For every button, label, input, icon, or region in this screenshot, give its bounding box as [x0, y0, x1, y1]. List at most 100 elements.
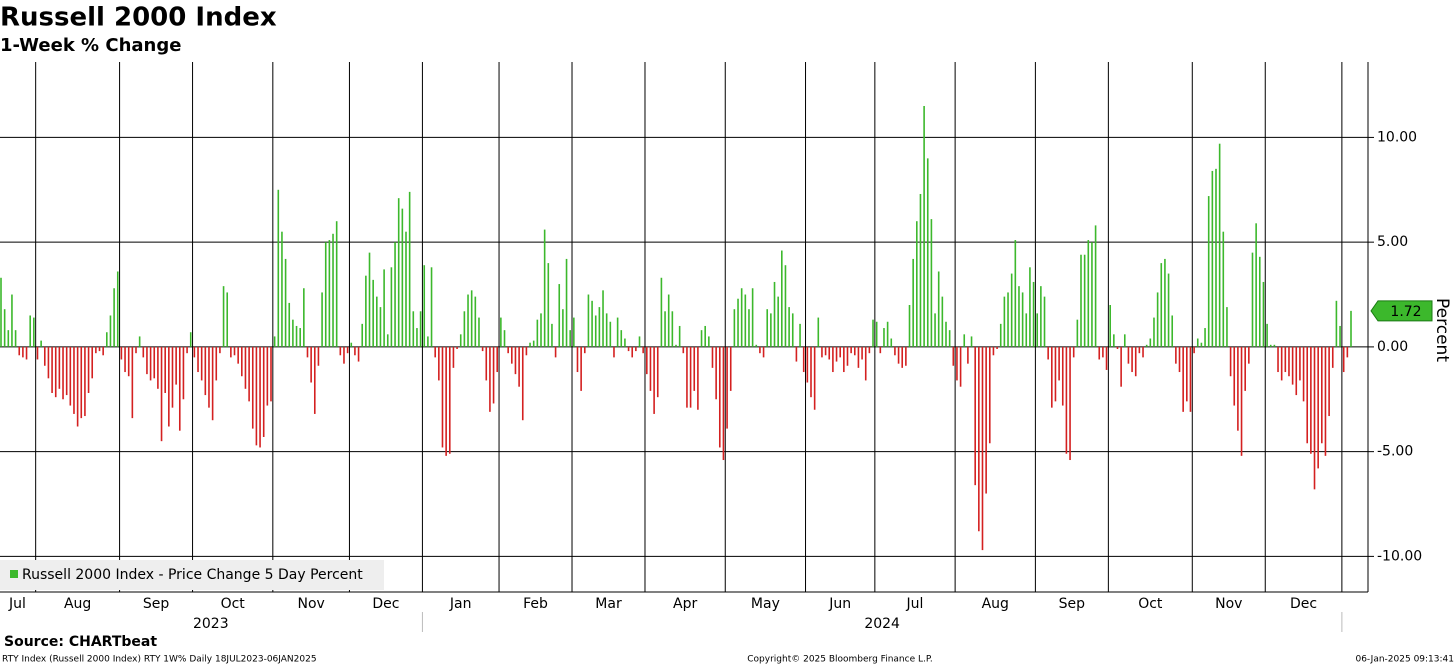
- y-tick-label: 10.00: [1377, 129, 1417, 145]
- bar: [1339, 325, 1341, 347]
- bar: [1109, 305, 1111, 347]
- year-label: 2023: [193, 616, 229, 632]
- bar: [438, 346, 440, 381]
- bar: [481, 346, 484, 352]
- bar: [113, 288, 115, 347]
- bar: [1156, 292, 1159, 347]
- bar: [923, 105, 925, 347]
- bar: [277, 189, 280, 347]
- bar: [675, 344, 677, 347]
- bar: [1120, 346, 1122, 387]
- bar: [386, 334, 389, 347]
- bar: [635, 346, 637, 352]
- bar: [733, 309, 736, 347]
- bar: [244, 346, 247, 389]
- bar: [1218, 143, 1221, 347]
- bar: [456, 346, 458, 349]
- x-tick-label: Feb: [523, 596, 548, 612]
- bar: [357, 346, 360, 362]
- bar: [1051, 346, 1053, 408]
- bar: [489, 346, 491, 412]
- bar: [208, 346, 210, 408]
- bar: [817, 317, 820, 347]
- bar: [467, 294, 469, 347]
- bar: [142, 346, 145, 358]
- bar: [138, 336, 141, 347]
- bar: [616, 317, 619, 347]
- bar: [76, 346, 79, 427]
- bar: [937, 271, 940, 347]
- bar: [697, 346, 699, 410]
- bar: [445, 346, 447, 456]
- bar: [1153, 317, 1155, 347]
- bar: [1200, 342, 1203, 347]
- bar: [1207, 196, 1210, 347]
- bar: [266, 346, 269, 406]
- bar: [1036, 313, 1039, 347]
- bar: [631, 346, 634, 358]
- bar: [310, 346, 312, 383]
- bar: [303, 288, 305, 347]
- bar: [127, 346, 130, 377]
- bar: [686, 346, 688, 408]
- bar: [883, 328, 885, 347]
- bar: [171, 346, 174, 408]
- bar: [532, 340, 535, 347]
- x-tick-label: Nov: [1215, 596, 1242, 612]
- bar: [985, 346, 987, 494]
- bar: [850, 346, 852, 354]
- bar: [554, 346, 557, 358]
- bar: [324, 242, 327, 347]
- bar: [95, 346, 97, 354]
- bar: [959, 346, 962, 387]
- bar: [7, 330, 10, 347]
- bar: [678, 325, 681, 347]
- footer-left: RTY Index (Russell 2000 Index) RTY 1W% D…: [2, 655, 317, 665]
- bar: [313, 346, 316, 414]
- bar: [715, 346, 717, 400]
- bar: [1142, 346, 1144, 358]
- bar: [1131, 346, 1133, 373]
- bar: [872, 319, 874, 347]
- x-tick-label: Dec: [372, 596, 399, 612]
- x-tick-label: Jul: [906, 596, 924, 612]
- bar: [1306, 346, 1309, 444]
- bar: [1237, 346, 1239, 431]
- bar: [999, 323, 1002, 347]
- bar: [766, 309, 769, 347]
- bar: [667, 294, 670, 347]
- bar: [791, 313, 794, 347]
- bar: [565, 258, 568, 347]
- bar: [361, 323, 364, 347]
- bar: [1262, 281, 1265, 347]
- bar: [682, 346, 685, 354]
- bar: [773, 281, 776, 347]
- bar: [98, 346, 101, 352]
- y-axis-label: Percent: [1432, 298, 1452, 362]
- bar: [996, 346, 998, 349]
- bar: [718, 346, 721, 448]
- bar: [412, 311, 415, 347]
- bar: [857, 346, 860, 368]
- bar: [821, 346, 823, 358]
- bar: [1116, 346, 1119, 349]
- bar: [890, 338, 893, 347]
- bar: [839, 346, 841, 358]
- bar: [1083, 254, 1086, 347]
- bar: [448, 346, 451, 454]
- y-tick-label: 5.00: [1377, 234, 1408, 250]
- bar: [14, 330, 17, 347]
- bar: [1288, 346, 1290, 377]
- bar: [751, 288, 754, 347]
- bar: [106, 332, 108, 347]
- bar: [204, 346, 207, 396]
- bar: [215, 346, 218, 381]
- bar: [1273, 344, 1276, 347]
- bar: [317, 346, 320, 366]
- bar: [255, 346, 258, 446]
- legend-label: Russell 2000 Index - Price Change 5 Day …: [22, 567, 363, 583]
- bar: [80, 346, 83, 419]
- bar: [1211, 170, 1214, 347]
- bar: [427, 336, 429, 347]
- bar: [799, 323, 801, 347]
